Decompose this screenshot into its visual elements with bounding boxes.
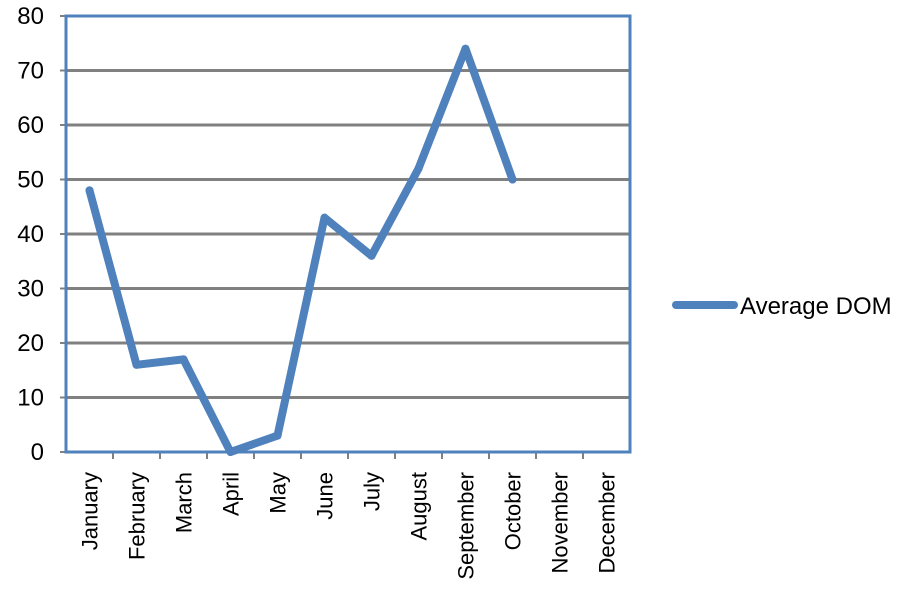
data-point: [132, 360, 141, 369]
y-tick-label: 70: [17, 58, 44, 85]
legend: Average DOM: [672, 293, 892, 320]
data-point: [273, 431, 282, 440]
series-layer: [85, 44, 517, 456]
data-point: [85, 186, 94, 195]
data-point: [179, 355, 188, 364]
x-tick-label: December: [595, 472, 620, 573]
data-point: [367, 251, 376, 260]
y-tick-label: 60: [17, 112, 44, 139]
x-tick-label: July: [360, 472, 385, 511]
data-point: [320, 213, 329, 222]
x-tick-label: November: [548, 472, 573, 573]
x-tick-label: February: [125, 472, 150, 560]
data-point: [414, 164, 423, 173]
x-tick-label: May: [266, 472, 291, 514]
x-tick-label: June: [313, 472, 338, 520]
x-tick-label: January: [78, 472, 103, 550]
data-point: [461, 44, 470, 53]
y-tick-label: 20: [17, 330, 44, 357]
x-tick-label: August: [407, 472, 432, 541]
plot-area-border: [64, 14, 632, 454]
x-tick-label: October: [501, 472, 526, 550]
x-tick-label: March: [172, 472, 197, 533]
y-tick-label: 10: [17, 385, 44, 412]
x-tick-label: September: [454, 472, 479, 580]
legend-label: Average DOM: [740, 293, 892, 320]
data-point: [508, 175, 517, 184]
y-tick-label: 30: [17, 276, 44, 303]
y-tick-label: 50: [17, 167, 44, 194]
gridlines: [66, 69, 630, 399]
y-tick-label: 0: [31, 439, 44, 466]
y-tick-label: 40: [17, 221, 44, 248]
y-tick-label: 80: [17, 3, 44, 30]
x-axis: January February March April May June July Augu…: [66, 450, 630, 580]
x-tick-label: April: [219, 472, 244, 516]
series-line: [85, 44, 517, 456]
y-axis: 0 10 20 30 40 50 60 70 80: [17, 3, 66, 466]
